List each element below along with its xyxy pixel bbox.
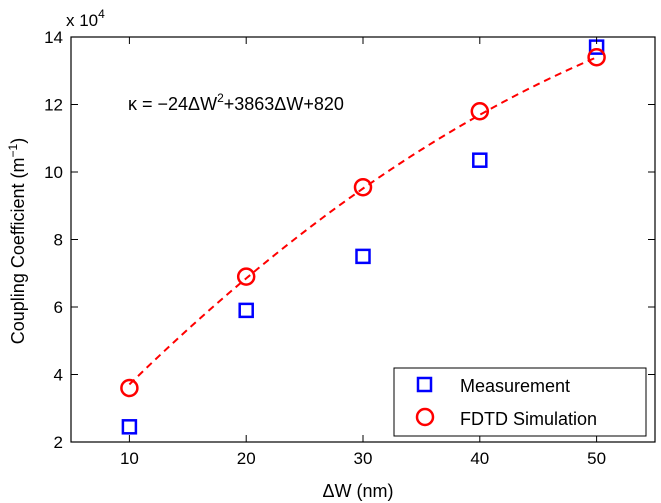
y-tick-label-2: 2	[54, 433, 63, 452]
x-tick-label-30: 30	[354, 449, 373, 468]
y-tick-label-12: 12	[44, 96, 63, 115]
y-multiplier-base: x 10	[66, 11, 98, 30]
y-axis-label-close: )	[8, 138, 28, 144]
x-tick-label-20: 20	[237, 449, 256, 468]
y-axis-label-main: Coupling Coefficient (m	[8, 157, 28, 344]
fit-equation-prefix: κ = −24ΔW	[128, 94, 217, 114]
fdtd-point-0	[120, 378, 139, 398]
y-axis-label: Coupling Coefficient (m−1)	[6, 138, 28, 344]
fit-equation-rest: +3863ΔW+820	[224, 94, 344, 114]
ticks-layer: 10 20 30 40 50 2 4 6 8 10 12 14	[44, 28, 655, 468]
legend-marker-measurement	[416, 376, 433, 393]
measurement-point-1	[238, 302, 254, 319]
x-tick-label-50: 50	[587, 449, 606, 468]
fdtd-point-3	[470, 102, 490, 121]
legend: Measurement FDTD Simulation	[393, 367, 647, 437]
measurement-point-0	[121, 419, 138, 435]
fit-curve-layer	[128, 56, 597, 386]
legend-box	[393, 367, 647, 437]
x-tick-label-40: 40	[470, 449, 489, 468]
fit-equation-annotation: κ = −24ΔW2+3863ΔW+820	[128, 91, 344, 114]
fit-curve	[128, 56, 597, 386]
y-multiplier-exponent: 4	[98, 7, 105, 21]
x-axis-label: ΔW (nm)	[322, 481, 393, 501]
y-tick-label-10: 10	[44, 163, 63, 182]
y-tick-label-6: 6	[54, 298, 63, 317]
x-tick-label-10: 10	[120, 449, 139, 468]
fdtd-point-2	[353, 177, 373, 197]
y-tick-label-8: 8	[54, 231, 63, 250]
fdtd-point-4	[587, 48, 606, 67]
measurement-point-3	[472, 152, 488, 168]
y-multiplier-label: x 104	[66, 7, 105, 30]
legend-label-fdtd: FDTD Simulation	[460, 409, 597, 429]
data-marks-layer	[120, 39, 606, 435]
legend-label-measurement: Measurement	[460, 376, 570, 396]
y-axis-label-exponent: −1	[6, 143, 20, 157]
y-tick-label-14: 14	[44, 28, 63, 47]
fdtd-point-1	[236, 267, 256, 286]
measurement-point-2	[355, 248, 371, 265]
y-tick-label-4: 4	[54, 366, 63, 385]
legend-marker-fdtd	[415, 407, 435, 427]
fit-equation-exponent: 2	[217, 91, 224, 105]
